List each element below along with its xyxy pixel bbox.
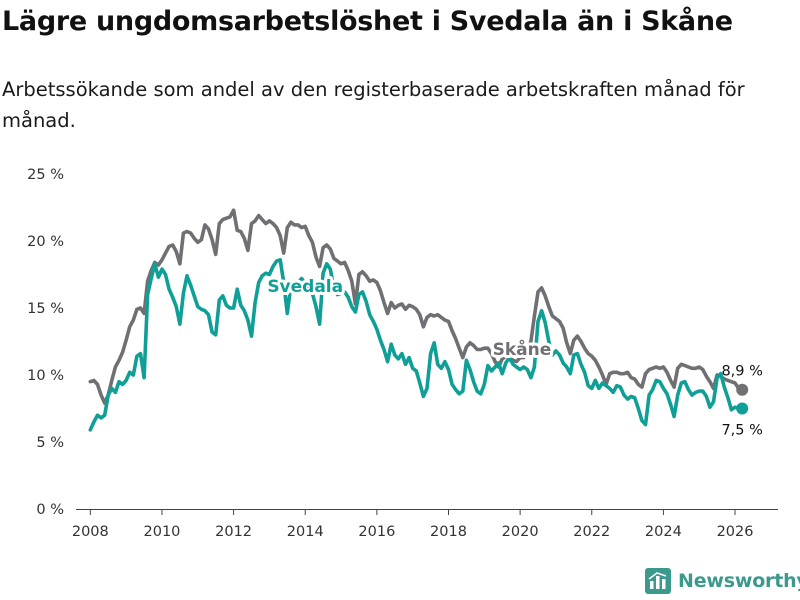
newsworthy-logo-icon xyxy=(645,568,671,594)
y-tick-label: 20 % xyxy=(27,234,64,250)
y-tick-label: 25 % xyxy=(27,167,64,183)
x-tick-label: 2012 xyxy=(215,524,252,540)
x-tick-label: 2018 xyxy=(430,524,467,540)
series-label-svedala: Svedala xyxy=(267,277,343,297)
x-tick-label: 2020 xyxy=(502,524,539,540)
x-axis: 2008 2010 2012 2014 2016 2018 2020 2022 2024 2026 xyxy=(72,509,778,540)
x-tick-label: 2026 xyxy=(717,524,754,540)
y-axis: 0 % 5 % 10 % 15 % 20 % 25 % xyxy=(27,167,64,518)
x-tick-label: 2022 xyxy=(573,524,610,540)
chart-subtitle: Arbetssökande som andel av den registerb… xyxy=(2,78,745,132)
end-marker-sk-ne xyxy=(736,383,749,396)
newsworthy-logo: Newsworthy xyxy=(645,568,800,594)
x-tick-label: 2014 xyxy=(287,524,324,540)
end-label-skane: 8,9 % xyxy=(721,364,762,380)
y-tick-label: 15 % xyxy=(27,301,64,317)
end-marker-svedala xyxy=(736,402,749,415)
series-line-svedala xyxy=(88,258,744,432)
y-tick-label: 0 % xyxy=(36,502,64,518)
series-layer xyxy=(88,208,749,432)
end-label-svedala: 7,5 % xyxy=(721,423,762,439)
newsworthy-logo-text: Newsworthy xyxy=(678,570,800,592)
x-tick-label: 2024 xyxy=(645,524,682,540)
y-tick-label: 10 % xyxy=(27,368,64,384)
series-line-sk-ne xyxy=(88,208,744,405)
x-tick-label: 2008 xyxy=(72,524,109,540)
x-tick-label: 2016 xyxy=(358,524,395,540)
series-label-skane: Skåne xyxy=(493,338,552,360)
series-label-skane-halo: Skåne xyxy=(493,338,552,360)
chart-title: Lägre ungdomsarbetslöshet i Svedala än i… xyxy=(2,6,733,37)
y-tick-label: 5 % xyxy=(36,435,64,451)
x-tick-label: 2010 xyxy=(144,524,181,540)
series-label-svedala-halo: Svedala xyxy=(267,277,343,297)
